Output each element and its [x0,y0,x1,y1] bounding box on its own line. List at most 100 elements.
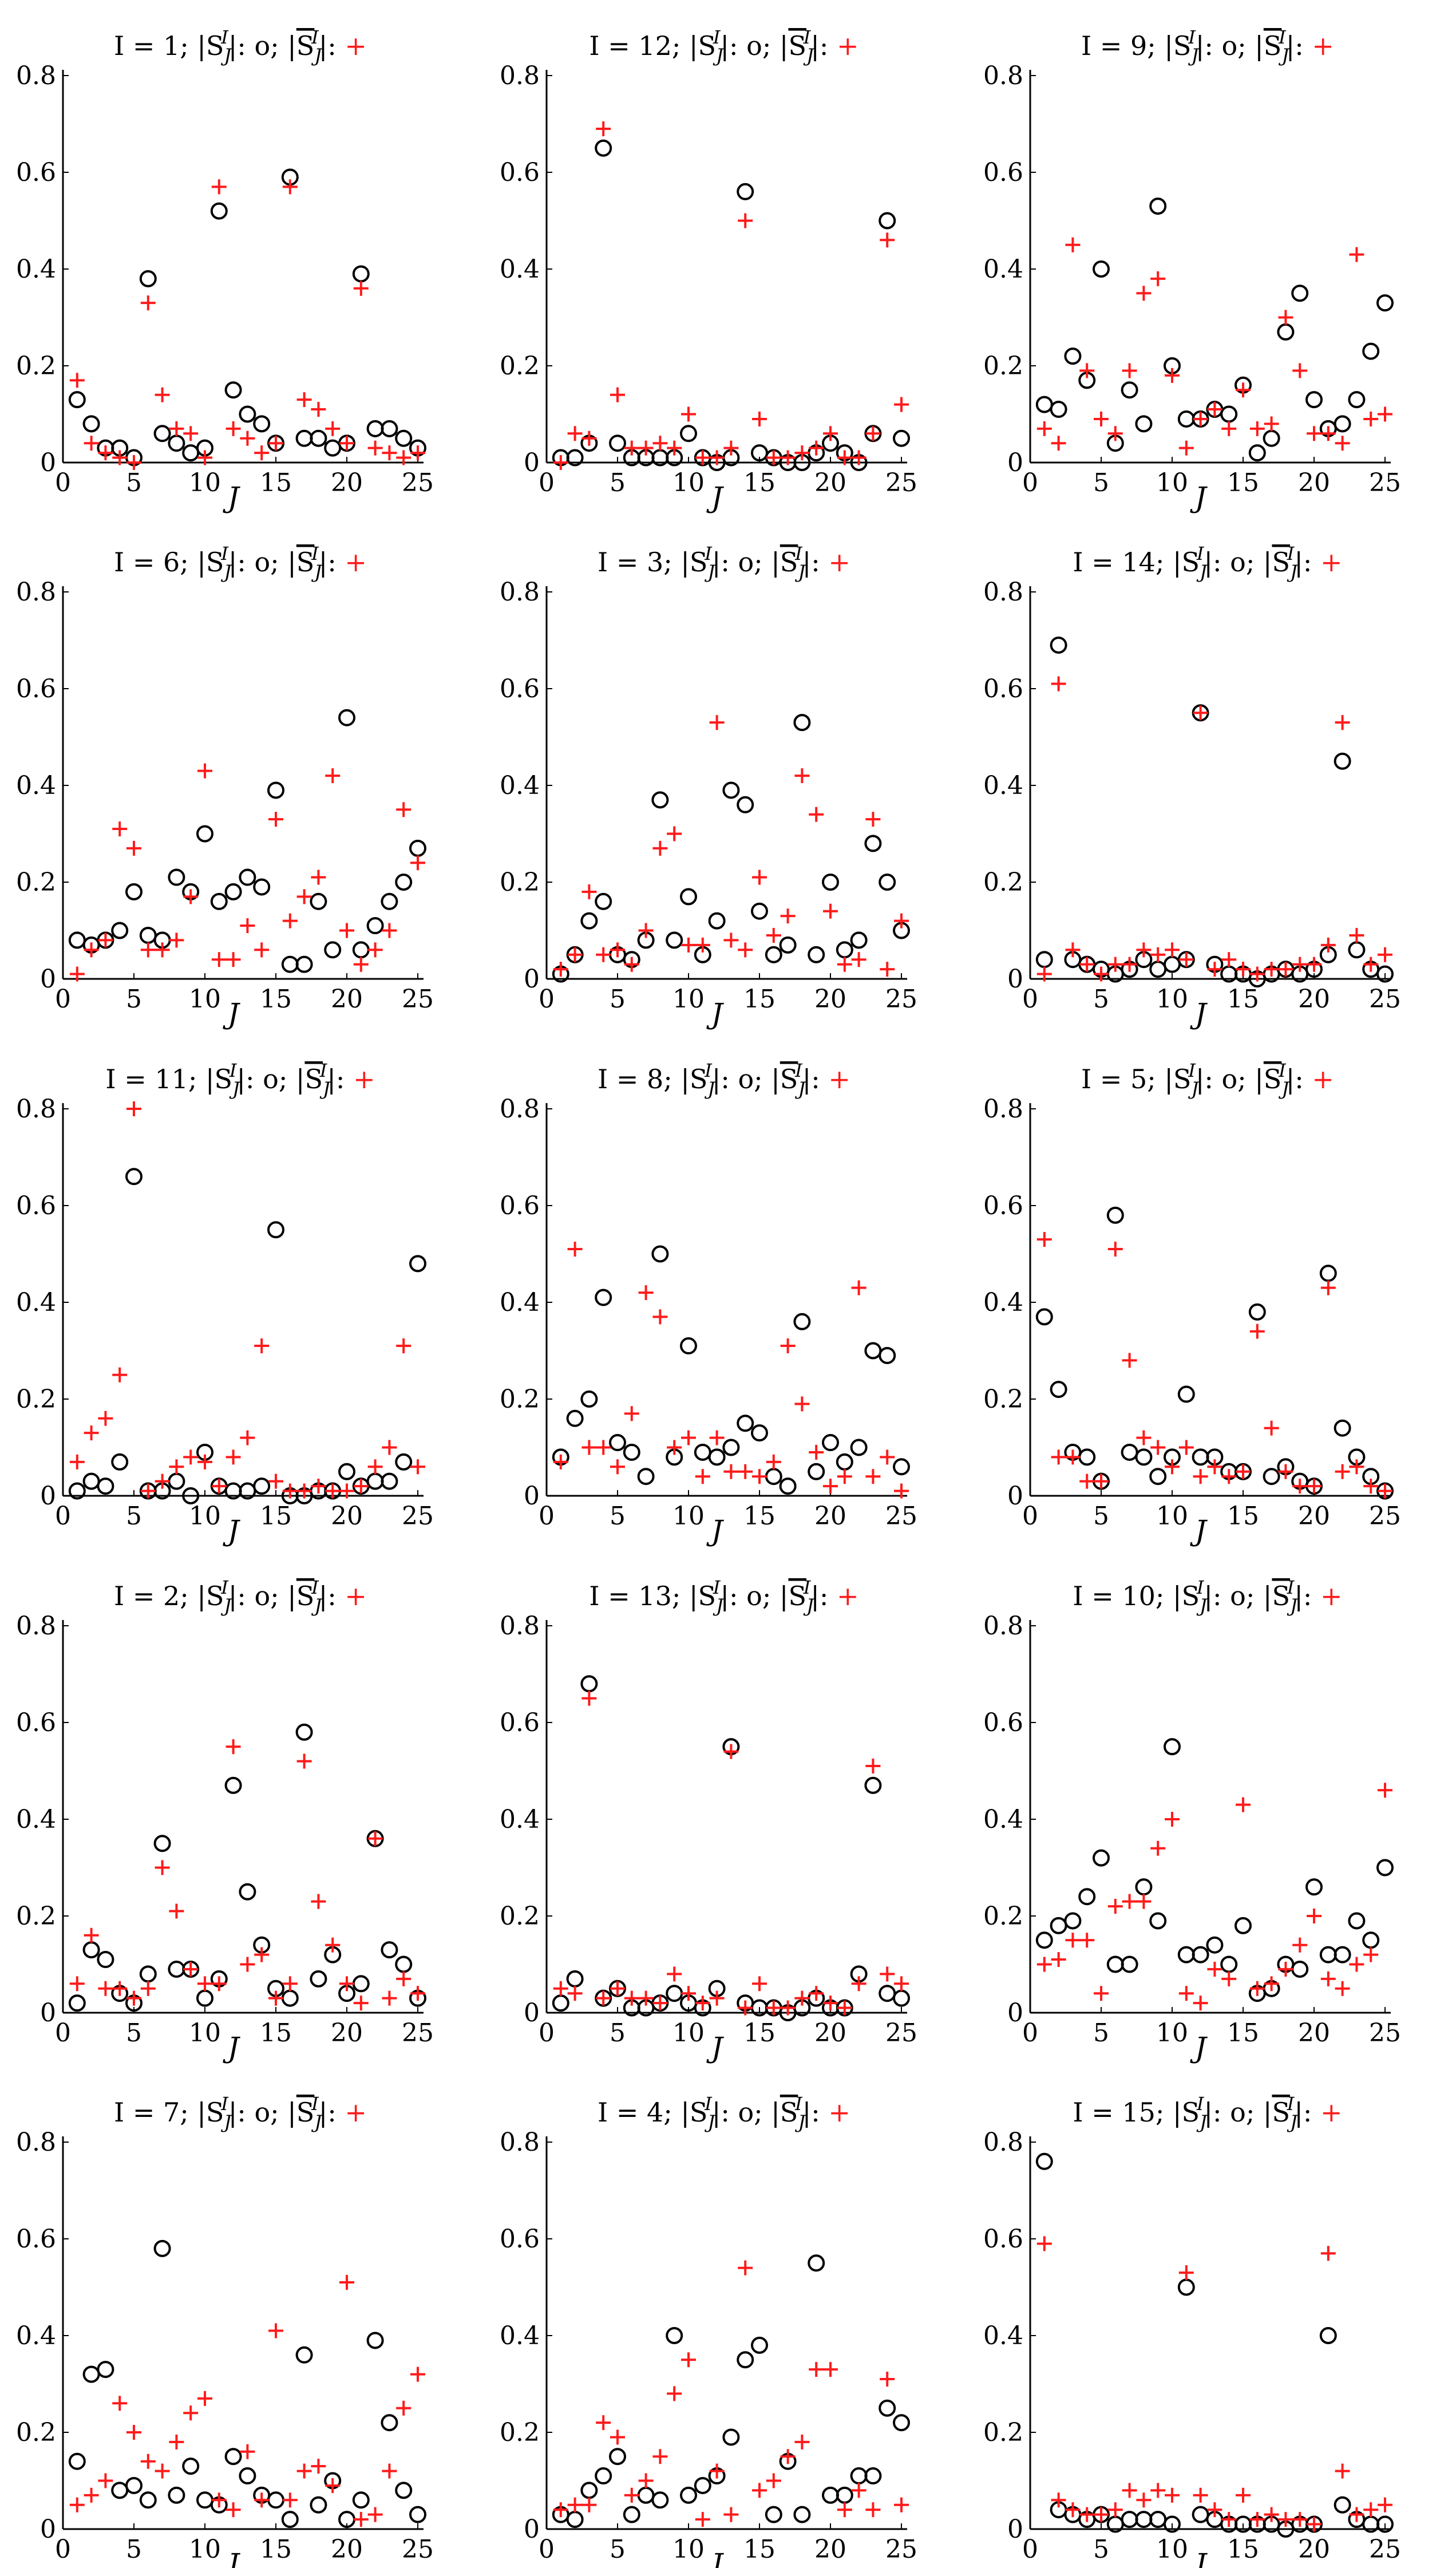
point-S-bar [880,232,895,248]
point-S-bar [1292,957,1308,972]
x-tick-label: 20 [1298,2535,1330,2564]
point-S-bar [197,450,212,465]
point-S-bar [1107,2502,1123,2518]
x-tick-label: 15 [743,468,776,497]
point-S-bar [766,450,781,465]
point-S [566,1409,584,1427]
point-S-bar [581,884,597,899]
point-S [666,1985,683,2002]
point-S-bar [1065,942,1081,958]
x-tick-label: 10 [189,2535,221,2564]
point-S-bar [695,1469,710,1484]
point-S-bar [1320,1971,1336,1986]
point-S [1064,347,1082,365]
point-S-bar [567,1242,583,1257]
y-tick-label: 0.4 [16,1805,56,1834]
legend-plus-glyph: + [828,1064,850,1095]
point-S-bar [1221,1971,1237,1986]
point-S-bar [652,1996,668,2011]
title-part: S [780,1064,798,1095]
point-S [366,420,384,437]
point-S [751,2336,768,2354]
x-tick-label: 10 [1156,2535,1188,2564]
x-tick-label: 15 [260,2535,292,2564]
point-S-bar [183,1449,199,1465]
point-S-bar [780,1338,796,1354]
point-S-bar [396,2400,412,2416]
point-S-bar [553,455,568,470]
point-S-bar [738,942,753,958]
x-tick-label: 5 [1093,2018,1109,2048]
point-S [1050,636,1067,654]
point-S-bar [1165,2487,1180,2503]
panel-title: I = 12; |SJI|: o; |SJI|: + [589,26,858,66]
point-S-bar [225,2502,241,2518]
title-part: I [1188,1060,1196,1081]
point-S-bar [794,445,810,461]
point-S [552,1994,569,2012]
point-S-bar [1065,237,1081,252]
point-S [1035,1308,1053,1326]
point-S-bar [1307,1479,1322,1494]
point-S-bar [610,942,625,958]
point-S [97,1951,114,1969]
point-S [808,1463,825,1480]
point-S-bar [581,1690,597,1706]
point-S [1078,1888,1096,1906]
title-part: I [803,26,812,48]
point-S [381,1941,398,1959]
point-S [68,931,86,949]
point-S-bar [567,1986,583,2001]
x-tick-label: 10 [189,468,221,497]
point-S [1334,1946,1351,1963]
point-S-bar [1136,1894,1152,1909]
x-tick-label: 0 [539,985,555,1014]
title-part: J [220,45,232,66]
point-S-bar [69,373,85,388]
point-S-bar [865,426,881,441]
point-S-bar [752,1469,767,1484]
title-part: |: o; | [712,547,780,578]
point-S-bar [382,445,397,461]
point-S-bar [155,1860,170,1875]
y-tick-label: 0 [524,448,540,477]
title-part: J [311,1595,323,1617]
y-tick-label: 0.2 [500,1902,540,1931]
point-S-bar [155,387,170,402]
x-tick-label: 5 [610,2535,626,2564]
point-S-bar [709,450,725,465]
point-S [1376,1859,1394,1876]
point-S-bar [353,1479,369,1494]
point-S [1348,391,1366,409]
point-S-bar [1264,962,1279,977]
point-S-bar [1378,406,1392,422]
point-S-bar [1094,411,1109,426]
point-S-bar [823,1479,838,1494]
point-S-bar [1249,421,1265,436]
point-S [1248,1303,1266,1321]
point-S-bar [667,826,682,841]
point-S-bar [809,440,824,456]
point-S [1177,1946,1195,1963]
x-tick-label: 25 [885,2535,917,2564]
point-S [708,912,726,930]
point-S [1035,1931,1053,1949]
point-S [1106,1955,1124,1973]
point-S-bar [809,807,824,822]
title-part: I = 3; |S [598,547,707,578]
y-tick-label: 0.8 [16,61,56,90]
y-tick-label: 0.8 [983,1095,1023,1124]
point-S-bar [1051,676,1066,692]
point-S-bar [681,1986,696,2001]
point-S-bar [183,2405,199,2421]
y-tick-label: 0 [1007,448,1023,477]
point-S [1121,381,1138,399]
y-tick-label: 0 [1007,2515,1023,2544]
point-S-bar [1079,957,1095,972]
point-S-bar [553,962,568,977]
point-S-bar [553,1454,568,1469]
point-S [864,2467,882,2485]
point-S-bar [254,2492,270,2508]
